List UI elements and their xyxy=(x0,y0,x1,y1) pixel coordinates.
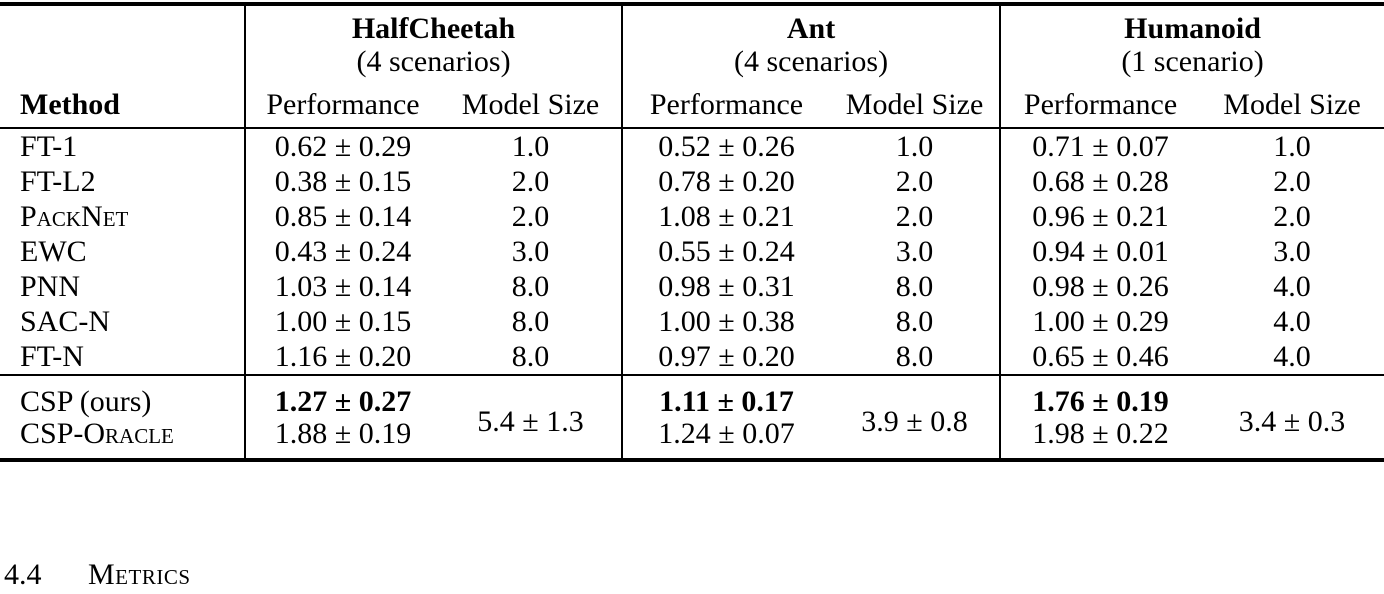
humanoid-model-size-cell: 3.0 xyxy=(1273,235,1311,268)
ant-performance-cell: 0.97 ± 0.20 xyxy=(621,339,831,376)
table-row: SAC-N 1.00 ± 0.15 8.0 1.00 ± 0.38 8.0 1.… xyxy=(0,304,1384,339)
method-cell: SAC-N xyxy=(20,305,111,338)
ant-model-size-cell: 8.0 xyxy=(830,339,1001,376)
group-title: Humanoid xyxy=(1124,12,1261,45)
humanoid-model-size-cell: 4.0 xyxy=(1273,270,1311,303)
halfcheetah-model-size-cell: 2.0 xyxy=(511,165,550,198)
model-size-header: Model Size xyxy=(830,82,1001,129)
section-title: Metrics xyxy=(88,558,191,591)
column-header-row: Method Performance Model Size Performanc… xyxy=(0,82,1384,129)
halfcheetah-model-size-cell: 1.0 xyxy=(511,130,550,163)
halfcheetah-performance-cell: 1.88 ± 0.19 xyxy=(244,418,440,460)
humanoid-model-size-cell: 1.0 xyxy=(1273,130,1311,163)
ant-performance-cell: 1.24 ± 0.07 xyxy=(621,418,831,460)
ant-performance-cell: 0.78 ± 0.20 xyxy=(621,164,831,199)
results-table: HalfCheetah (4 scenarios) Ant (4 scenari… xyxy=(0,2,1384,462)
halfcheetah-model-size-cell: 8.0 xyxy=(440,339,623,376)
ant-performance-cell: 0.98 ± 0.31 xyxy=(621,269,831,304)
baseline-rows: FT-1 0.62 ± 0.29 1.0 0.52 ± 0.26 1.0 0.7… xyxy=(0,128,1384,376)
group-header-halfcheetah: HalfCheetah (4 scenarios) xyxy=(243,4,623,82)
halfcheetah-model-size-cell: 2.0 xyxy=(511,200,550,233)
performance-header: Performance xyxy=(621,82,831,129)
group-header-row: HalfCheetah (4 scenarios) Ant (4 scenari… xyxy=(0,4,1384,82)
ant-model-size-cell: 1.0 xyxy=(895,130,934,163)
halfcheetah-performance-cell: 0.85 ± 0.14 xyxy=(244,199,440,234)
method-header: Method xyxy=(0,82,245,129)
method-cell: PNN xyxy=(20,270,81,303)
humanoid-performance-cell: 1.98 ± 0.22 xyxy=(999,418,1201,460)
performance-header: Performance xyxy=(244,82,440,129)
halfcheetah-model-size-cell: 8.0 xyxy=(511,270,550,303)
ant-model-size-cell: 8.0 xyxy=(895,305,934,338)
group-title: Ant xyxy=(786,12,836,45)
table-row: FT-N 1.16 ± 0.20 8.0 0.97 ± 0.20 8.0 0.6… xyxy=(0,339,1384,376)
table-row-csp-oracle: CSP-Oracle 1.88 ± 0.19 1.24 ± 0.07 1.98 … xyxy=(0,418,1384,460)
group-scenarios: (4 scenarios) xyxy=(733,45,889,78)
halfcheetah-performance-cell: 0.43 ± 0.24 xyxy=(244,234,440,269)
group-scenarios: (4 scenarios) xyxy=(356,45,511,78)
humanoid-performance-cell: 1.76 ± 0.19 xyxy=(999,375,1201,418)
csp-rows: CSP (ours) 1.27 ± 0.27 5.4 ± 1.3 1.11 ± … xyxy=(0,375,1384,460)
halfcheetah-performance-cell: 0.62 ± 0.29 xyxy=(244,128,440,164)
ant-model-size-cell: 3.9 ± 0.8 xyxy=(861,405,968,438)
table-row: PackNet 0.85 ± 0.14 2.0 1.08 ± 0.21 2.0 … xyxy=(0,199,1384,234)
ant-performance-cell: 1.11 ± 0.17 xyxy=(621,375,831,418)
humanoid-performance-cell: 0.65 ± 0.46 xyxy=(999,339,1201,376)
group-title: HalfCheetah xyxy=(351,12,516,45)
humanoid-performance-cell: 1.00 ± 0.29 xyxy=(999,304,1201,339)
ant-performance-cell: 0.52 ± 0.26 xyxy=(621,128,831,164)
halfcheetah-performance-cell: 1.16 ± 0.20 xyxy=(244,339,440,376)
table-header: HalfCheetah (4 scenarios) Ant (4 scenari… xyxy=(0,4,1384,129)
group-header-humanoid: Humanoid (1 scenario) xyxy=(999,4,1384,82)
method-cell: CSP (ours) xyxy=(20,385,152,418)
group-scenarios: (1 scenario) xyxy=(1121,45,1264,78)
halfcheetah-model-size-cell: 3.0 xyxy=(511,235,550,268)
humanoid-performance-cell: 0.71 ± 0.07 xyxy=(999,128,1201,164)
humanoid-performance-cell: 0.68 ± 0.28 xyxy=(999,164,1201,199)
method-cell: EWC xyxy=(20,235,87,268)
halfcheetah-model-size-cell: 8.0 xyxy=(511,305,550,338)
humanoid-model-size-cell: 4.0 xyxy=(1273,305,1311,338)
ant-model-size-cell: 2.0 xyxy=(895,165,934,198)
table-row: FT-L2 0.38 ± 0.15 2.0 0.78 ± 0.20 2.0 0.… xyxy=(0,164,1384,199)
table-row-csp: CSP (ours) 1.27 ± 0.27 5.4 ± 1.3 1.11 ± … xyxy=(0,375,1384,438)
table-row: FT-1 0.62 ± 0.29 1.0 0.52 ± 0.26 1.0 0.7… xyxy=(0,128,1384,164)
halfcheetah-performance-cell: 1.03 ± 0.14 xyxy=(244,269,440,304)
ant-model-size-cell: 3.0 xyxy=(895,235,934,268)
model-size-header: Model Size xyxy=(440,82,623,129)
model-size-header: Model Size xyxy=(1200,82,1384,129)
humanoid-performance-cell: 0.96 ± 0.21 xyxy=(999,199,1201,234)
halfcheetah-performance-cell: 1.27 ± 0.27 xyxy=(244,375,440,418)
section-number: 4.4 xyxy=(4,558,42,591)
performance-header: Performance xyxy=(999,82,1201,129)
halfcheetah-model-size-cell: 5.4 ± 1.3 xyxy=(477,405,584,438)
ant-performance-cell: 0.55 ± 0.24 xyxy=(621,234,831,269)
humanoid-model-size-cell: 2.0 xyxy=(1273,165,1311,198)
section-heading: 4.4 Metrics xyxy=(4,558,191,592)
method-cell: FT-1 xyxy=(20,130,78,163)
humanoid-model-size-cell: 4.0 xyxy=(1200,339,1384,376)
halfcheetah-performance-cell: 1.00 ± 0.15 xyxy=(244,304,440,339)
method-cell: FT-L2 xyxy=(20,165,96,198)
humanoid-performance-cell: 0.98 ± 0.26 xyxy=(999,269,1201,304)
method-cell: CSP-Oracle xyxy=(20,418,174,450)
halfcheetah-performance-cell: 0.38 ± 0.15 xyxy=(244,164,440,199)
humanoid-performance-cell: 0.94 ± 0.01 xyxy=(999,234,1201,269)
group-header-ant: Ant (4 scenarios) xyxy=(621,4,1001,82)
ant-model-size-cell: 2.0 xyxy=(895,200,934,233)
empty-corner-cell xyxy=(0,4,245,82)
method-cell: PackNet xyxy=(20,200,129,233)
ant-performance-cell: 1.00 ± 0.38 xyxy=(621,304,831,339)
humanoid-model-size-cell: 3.4 ± 0.3 xyxy=(1238,405,1346,438)
ant-model-size-cell: 8.0 xyxy=(895,270,934,303)
table-row: PNN 1.03 ± 0.14 8.0 0.98 ± 0.31 8.0 0.98… xyxy=(0,269,1384,304)
table-row: EWC 0.43 ± 0.24 3.0 0.55 ± 0.24 3.0 0.94… xyxy=(0,234,1384,269)
method-cell: FT-N xyxy=(0,339,245,376)
humanoid-model-size-cell: 2.0 xyxy=(1273,200,1311,233)
ant-performance-cell: 1.08 ± 0.21 xyxy=(621,199,831,234)
